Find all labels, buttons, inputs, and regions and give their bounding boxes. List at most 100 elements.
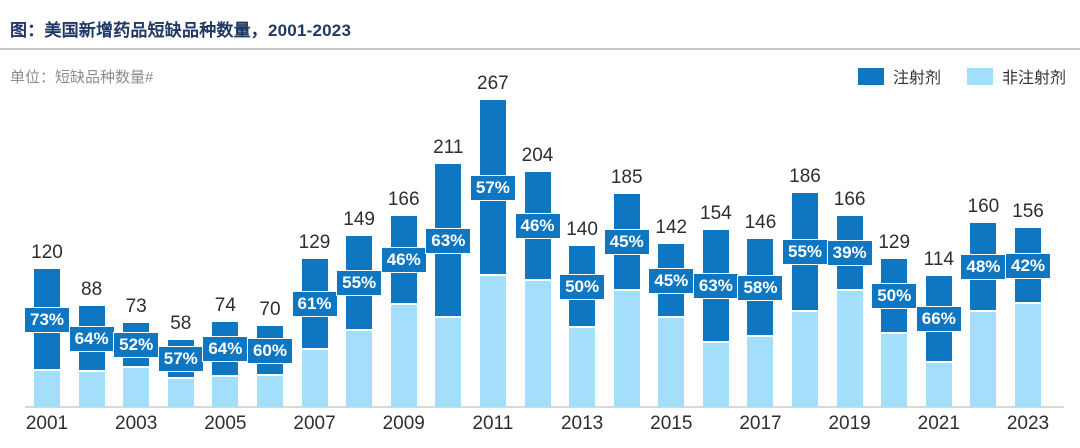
bar-stack: 42% — [1004, 228, 1052, 407]
bar-group-2020: 129 50% — [854, 232, 934, 407]
non-injectable-color-swatch-icon — [966, 67, 993, 85]
bar-total-label: 114 — [923, 249, 954, 270]
bar-stack: 55% — [336, 236, 383, 407]
bar-total-label: 267 — [477, 73, 509, 94]
x-axis-baseline — [25, 406, 1064, 408]
bar-stack: 63% — [692, 230, 739, 407]
bar-group-2010: 211 63% — [408, 137, 488, 407]
bar-total-label: 70 — [259, 299, 281, 320]
legend: 注射剂 非注射剂 — [857, 64, 1066, 88]
bar-group-2007: 129 61% — [275, 232, 355, 407]
bar-segment-non-injectable — [78, 372, 105, 407]
bar-group-2014: 185 45% — [587, 167, 667, 407]
segment-gap — [702, 341, 729, 343]
x-axis-tick-label-2017: 2017 — [739, 413, 782, 434]
bar-segment-non-injectable — [613, 291, 640, 407]
bar-percent-label: 63% — [692, 273, 739, 299]
segment-gap — [123, 366, 150, 368]
segment-gap — [881, 332, 908, 334]
bar-group-2005: 74 64% — [185, 295, 265, 407]
bar-group-2016: 154 63% — [676, 203, 756, 407]
bar-stack: 66% — [915, 276, 962, 407]
bar-group-2011: 267 57% — [453, 73, 533, 407]
segment-gap — [78, 370, 105, 372]
bar-percent-label: 46% — [380, 247, 427, 273]
legend-label-non-injectable: 非注射剂 — [1001, 70, 1066, 87]
bar-percent-label: 42% — [1004, 253, 1052, 279]
segment-gap — [256, 374, 283, 376]
bar-percent-label: 57% — [469, 175, 516, 201]
bar-total-label: 129 — [298, 232, 331, 253]
bar-percent-label: 55% — [782, 239, 829, 265]
bar-percent-label: 45% — [648, 268, 695, 294]
bar-total-label: 142 — [655, 217, 688, 238]
bar-stack: 45% — [648, 244, 695, 407]
bar-segment-non-injectable — [658, 318, 685, 407]
bar-stack: 57% — [469, 100, 516, 407]
unit-label: 单位：短缺品种数量# — [10, 69, 154, 86]
bar-stack: 52% — [113, 323, 160, 407]
injectable-color-swatch-icon — [857, 67, 884, 85]
segment-gap — [435, 316, 462, 318]
bar-segment-non-injectable — [479, 276, 506, 407]
bar-group-2001: 120 73% — [7, 242, 87, 407]
bar-total-label: 140 — [566, 219, 598, 240]
bar-group-2015: 142 45% — [631, 217, 711, 407]
bar-percent-label: 48% — [960, 254, 1007, 280]
bar-total-label: 204 — [521, 145, 554, 166]
bar-percent-label: 60% — [246, 338, 293, 364]
bar-group-2003: 73 52% — [96, 296, 176, 407]
bar-percent-label: 63% — [425, 228, 472, 254]
bar-segment-non-injectable — [346, 331, 373, 407]
bar-group-2021: 114 66% — [899, 249, 979, 407]
segment-gap — [1015, 302, 1041, 304]
bar-total-label: 149 — [343, 209, 375, 230]
bar-group-2023: 156 42% — [988, 201, 1068, 407]
bar-segment-non-injectable — [970, 312, 997, 407]
segment-gap — [479, 274, 506, 276]
bar-segment-non-injectable — [123, 368, 150, 407]
bar-percent-label: 61% — [291, 291, 338, 317]
bar-percent-label: 66% — [915, 306, 962, 332]
bar-total-label: 129 — [878, 232, 911, 253]
legend-item-injectable: 注射剂 — [857, 64, 941, 88]
x-axis-tick-label-2013: 2013 — [560, 413, 604, 434]
x-axis-tick-label-2011: 2011 — [472, 413, 514, 434]
bar-group-2019: 166 39% — [810, 189, 890, 407]
segment-gap — [167, 377, 194, 379]
segment-gap — [390, 303, 417, 305]
bar-total-label: 160 — [967, 196, 1000, 217]
bar-segment-non-injectable — [435, 318, 462, 407]
segment-gap — [301, 348, 328, 350]
bar-group-2013: 140 50% — [542, 219, 622, 407]
bar-total-label: 154 — [700, 203, 732, 224]
bar-total-label: 73 — [125, 296, 147, 317]
x-axis-tick-label-2007: 2007 — [293, 413, 336, 434]
bar-group-2012: 204 46% — [498, 145, 578, 407]
bar-segment-non-injectable — [212, 377, 239, 407]
bar-total-label: 74 — [214, 295, 236, 316]
bar-percent-label: 52% — [113, 332, 160, 358]
bar-stack: 61% — [291, 259, 338, 407]
bar-total-label: 146 — [744, 212, 777, 233]
segment-gap — [970, 310, 997, 312]
segment-gap — [569, 326, 596, 328]
x-axis-tick-label-2003: 2003 — [115, 413, 158, 434]
bar-percent-label: 64% — [202, 336, 249, 362]
bar-segment-non-injectable — [256, 376, 283, 407]
bar-percent-label: 46% — [514, 213, 561, 239]
bar-percent-label: 55% — [336, 270, 383, 296]
bar-stack: 64% — [202, 322, 249, 407]
bar-stack: 39% — [826, 216, 873, 407]
bar-stack: 46% — [380, 216, 427, 407]
bar-stack: 73% — [23, 269, 71, 407]
bar-group-2009: 166 46% — [364, 189, 444, 407]
chart-title: 图：美国新增药品短缺品种数量，2001-2023 — [10, 21, 352, 40]
bar-group-2002: 88 64% — [52, 279, 132, 407]
bar-segment-non-injectable — [702, 343, 729, 407]
segment-gap — [836, 289, 863, 291]
segment-gap — [346, 329, 373, 331]
bar-group-2008: 149 55% — [319, 209, 399, 407]
